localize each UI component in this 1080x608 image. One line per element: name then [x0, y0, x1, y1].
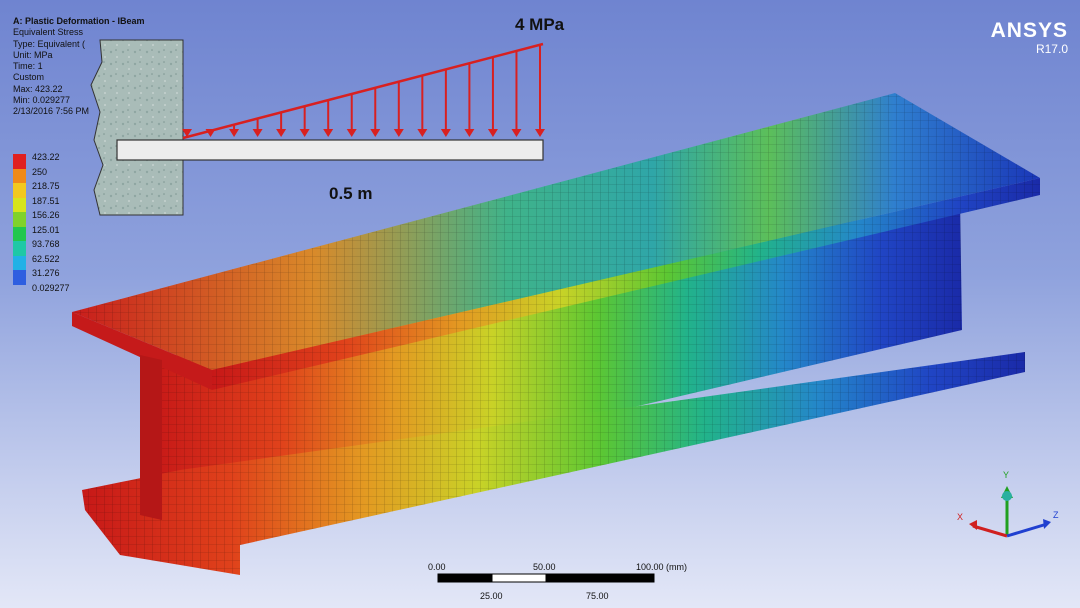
- scale-bar: 0.00 50.00 100.00 (mm) 25.00 75.00: [416, 560, 716, 606]
- y-axis-label: Y: [1003, 470, 1009, 480]
- load-arrow-head: [182, 129, 192, 137]
- legend-value: 0.029277: [32, 282, 70, 293]
- brand-name: ANSYS: [990, 19, 1068, 42]
- x-axis-icon: [972, 524, 1008, 538]
- legend-value: 31.276: [32, 268, 60, 278]
- load-arrow-head: [393, 129, 404, 137]
- z-axis-icon: [1006, 522, 1048, 538]
- legend-swatch: [13, 270, 26, 285]
- load-arrow-head: [346, 129, 357, 137]
- info-line: Unit: MPa: [13, 49, 53, 60]
- scale-bar-graphic: [437, 573, 655, 583]
- load-arrow-head: [205, 129, 216, 137]
- scale-tick-100: 100.00 (mm): [636, 562, 688, 572]
- load-arrow-head: [299, 129, 310, 137]
- legend-swatch: [13, 183, 26, 198]
- load-arrow-head: [323, 129, 334, 137]
- beam-top-flange-edge: [72, 312, 212, 390]
- info-line: Time: 1: [13, 61, 43, 72]
- brand-version: R17.0: [1035, 42, 1068, 56]
- legend-swatch: [13, 241, 26, 256]
- load-envelope: [182, 42, 544, 140]
- beam-end-face: [140, 355, 162, 520]
- legend-value: 423.22: [32, 152, 60, 162]
- legend-swatch: [13, 255, 26, 270]
- info-line: Max: 423.22: [13, 83, 63, 94]
- scale-tick-75: 75.00: [586, 591, 609, 601]
- load-arrow-head: [276, 129, 287, 137]
- info-line: Min: 0.029277: [13, 95, 71, 106]
- legend-value: 125.01: [32, 224, 60, 235]
- legend-swatch: [13, 197, 26, 212]
- load-arrow-head: [370, 129, 381, 137]
- load-arrow-head: [440, 129, 451, 137]
- legend-swatch: [13, 226, 26, 241]
- legend-swatch: [13, 212, 26, 227]
- load-arrows: [182, 44, 545, 137]
- load-arrow-head: [487, 129, 498, 137]
- axis-triad[interactable]: Y X Z: [955, 468, 1065, 548]
- load-arrow-head: [511, 129, 522, 137]
- load-arrow-head: [417, 129, 428, 137]
- legend-value: 187.51: [32, 195, 60, 206]
- load-arrow-head: [464, 129, 475, 137]
- load-arrow-head: [535, 129, 545, 137]
- ansys-logo: ANSYS R17.0: [990, 19, 1068, 57]
- info-line: Equivalent Stress: [13, 27, 84, 38]
- legend-value: 156.26: [32, 210, 60, 220]
- info-line: Custom: [13, 72, 45, 83]
- scale-tick-25: 25.00: [480, 591, 503, 601]
- legend-swatch: [13, 154, 26, 169]
- legend-value: 250: [32, 166, 48, 177]
- scale-tick-0: 0.00: [428, 562, 446, 572]
- info-line: 2/13/2016 7:56 PM: [13, 106, 90, 117]
- cantilever-plate: [116, 139, 544, 161]
- analysis-title: A: Plastic Deformation - IBeam: [13, 16, 145, 26]
- load-arrow-head: [252, 129, 263, 137]
- load-arrow-head: [229, 129, 240, 137]
- legend-swatch: [13, 168, 26, 183]
- load-magnitude-label: 4 MPa: [515, 15, 565, 34]
- legend-value: 62.522: [32, 253, 60, 264]
- beam-length-label: 0.5 m: [329, 184, 373, 203]
- legend-value: 218.75: [32, 181, 60, 191]
- scale-tick-50: 50.00: [533, 562, 556, 572]
- z-axis-label: Z: [1053, 510, 1059, 520]
- info-line: Type: Equivalent (: [13, 38, 86, 49]
- legend-value: 93.768: [32, 239, 60, 249]
- x-axis-label: X: [957, 512, 963, 522]
- result-info-panel: A: Plastic Deformation - IBeam Equivalen…: [13, 16, 145, 118]
